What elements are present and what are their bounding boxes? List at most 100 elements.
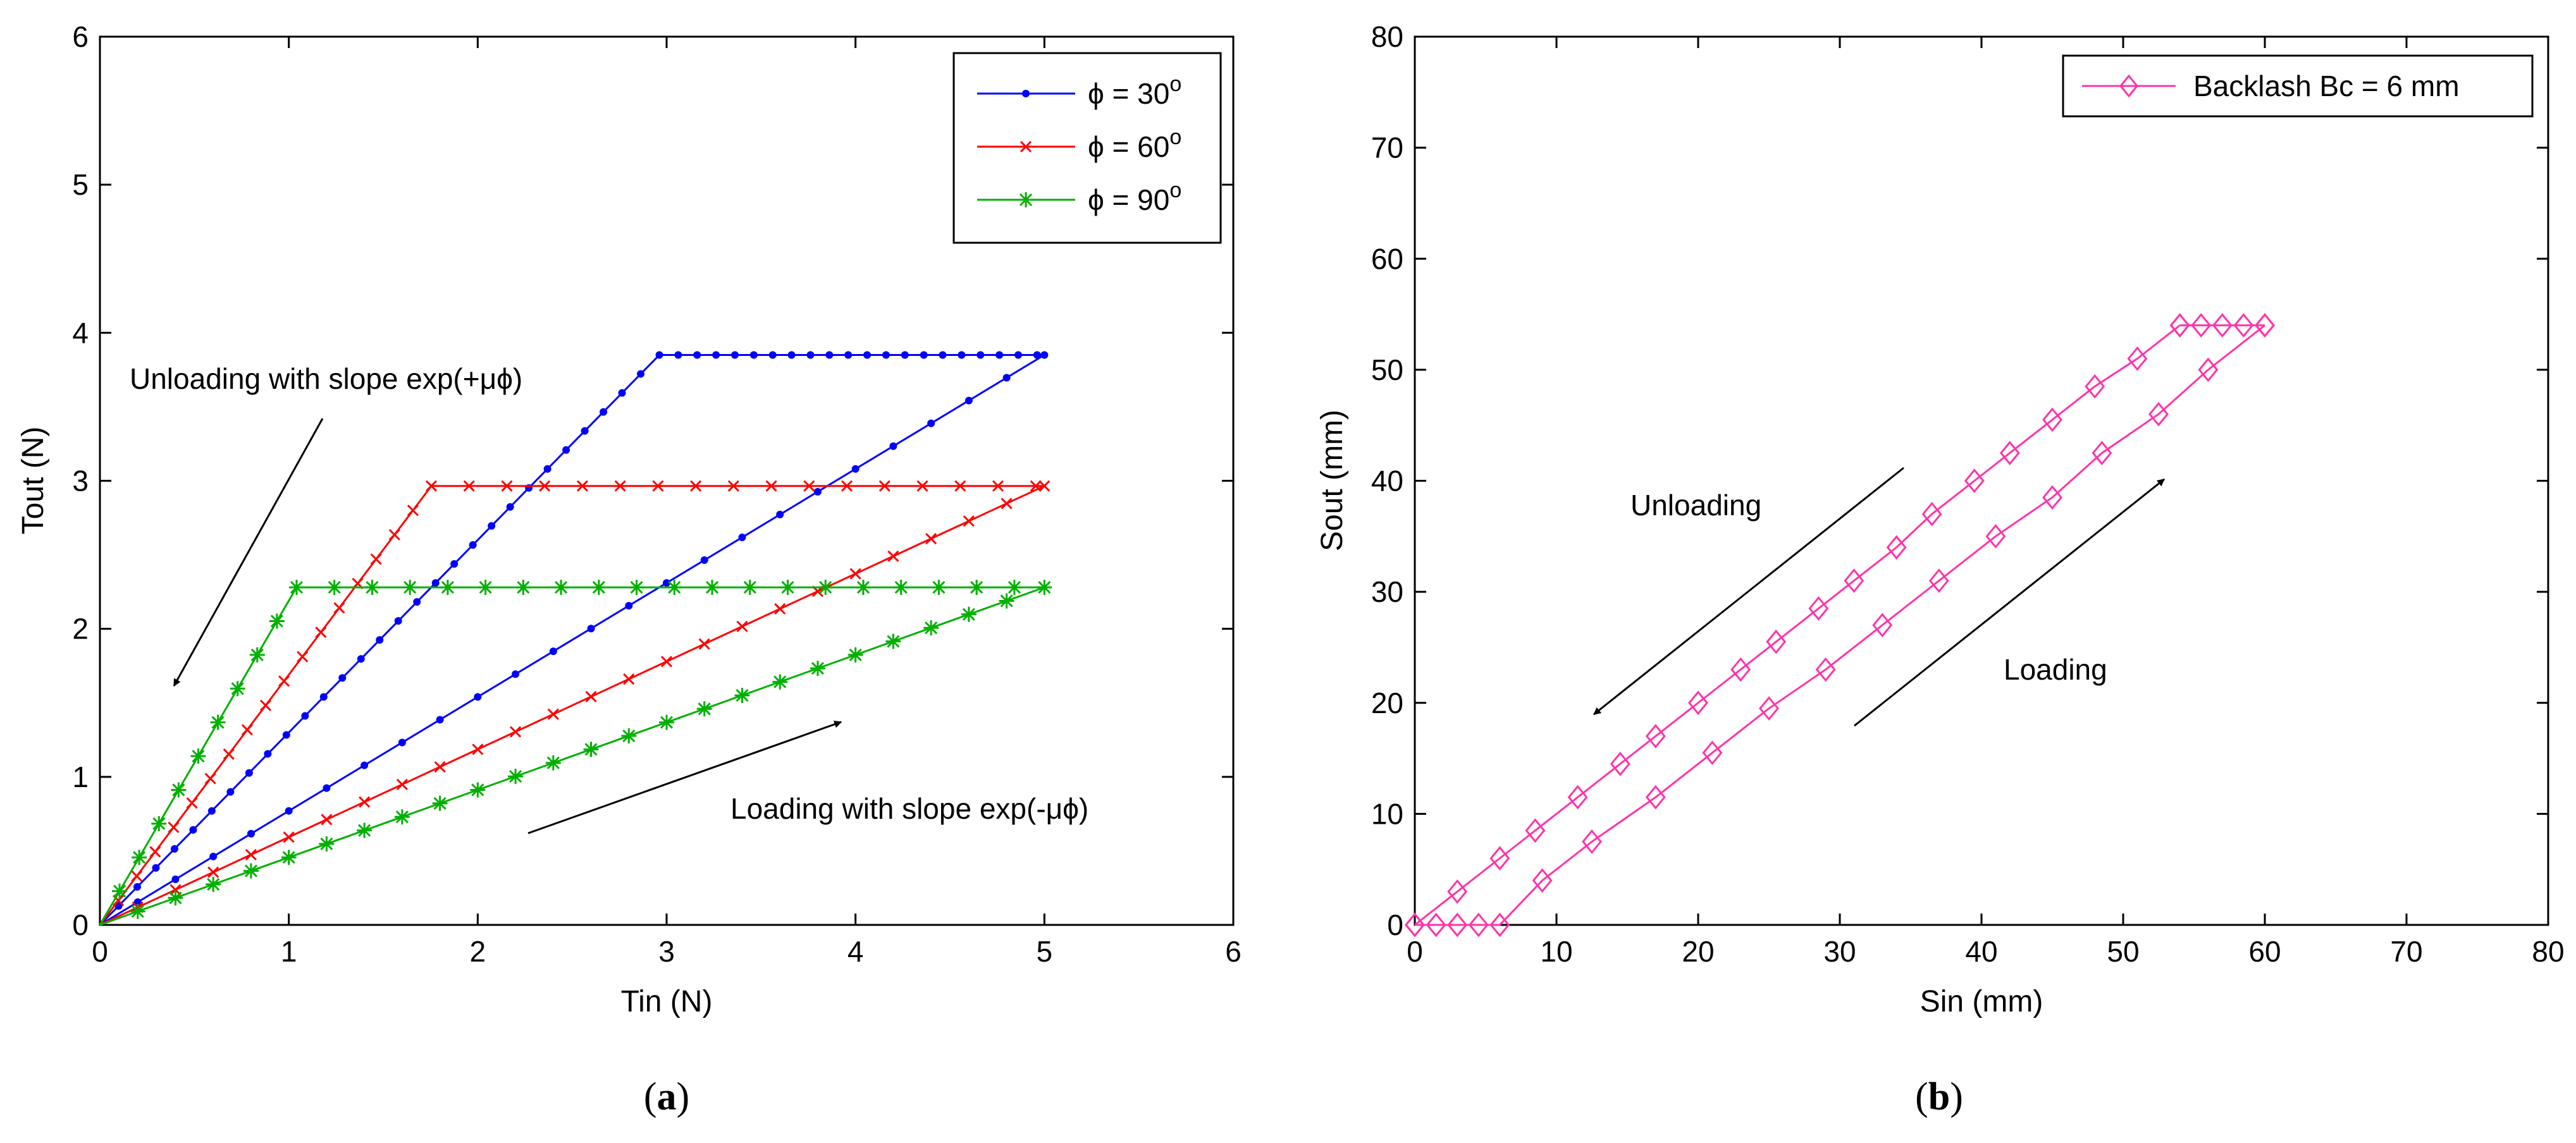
loading-marker xyxy=(774,603,786,615)
loading-marker xyxy=(245,848,257,860)
loading-marker xyxy=(1489,912,1510,938)
plateau-marker xyxy=(916,480,928,492)
legend-a: ϕ = 30o ϕ = 60o ϕ = 90o xyxy=(952,52,1222,244)
x-tick-label: 0 xyxy=(92,935,108,968)
unloading-marker xyxy=(149,846,161,858)
unloading-marker xyxy=(431,579,440,587)
unloading-marker xyxy=(600,408,608,416)
x-tick-label: 40 xyxy=(1965,935,1997,968)
y-axis-a: 0 1 2 3 4 5 6 xyxy=(72,20,1233,941)
unloading-marker xyxy=(407,504,419,516)
plateau-marker xyxy=(576,480,588,492)
unloading-marker xyxy=(469,541,477,549)
unloading-marker xyxy=(297,651,309,663)
loading-marker xyxy=(585,690,597,703)
annotation-loading-b: Loading xyxy=(2004,653,2107,686)
unloading-marker xyxy=(1567,785,1588,810)
unloading-marker xyxy=(1489,846,1510,871)
loading-marker xyxy=(1759,696,1779,721)
loading-marker xyxy=(281,850,297,865)
loading-marker xyxy=(1928,568,1949,593)
unloading-marker xyxy=(278,675,290,687)
legend-marker-backlash xyxy=(2119,74,2138,98)
loading-marker xyxy=(171,875,180,883)
loading-marker xyxy=(851,465,860,473)
plateau-marker xyxy=(768,351,777,359)
loading-marker xyxy=(209,852,218,860)
unloading-marker xyxy=(506,503,514,511)
plateau-marker xyxy=(730,351,739,359)
loading-marker xyxy=(700,556,708,565)
unloading-marker xyxy=(357,655,365,663)
x-axis-a: 0 1 2 3 4 5 6 xyxy=(92,37,1242,968)
unloading-marker xyxy=(394,617,402,625)
plateau-marker xyxy=(780,580,796,596)
plateau-marker xyxy=(931,580,947,596)
unloading-marker xyxy=(370,553,382,565)
unloading-marker xyxy=(1645,724,1666,749)
unloading-marker xyxy=(543,465,552,473)
y-tick-label: 10 xyxy=(1371,797,1403,830)
plateau-marker xyxy=(402,580,418,596)
plateau-marker xyxy=(727,480,739,492)
chart-a: 0 1 2 3 4 5 6 0 1 2 3 4 5 6 Unloading with slope exp… xyxy=(16,20,1242,1118)
caption-a-open: ( xyxy=(644,1075,657,1118)
x-tick-label: 2 xyxy=(470,935,486,968)
series-a-2 xyxy=(99,580,1052,926)
loading-marker xyxy=(321,814,333,826)
legend-text-phi-90: ϕ = 90o xyxy=(1088,178,1181,216)
caption-a-letter: a xyxy=(657,1075,677,1118)
unloading-marker xyxy=(618,389,626,397)
unloading-marker xyxy=(132,850,147,865)
plateau-marker xyxy=(954,480,966,492)
unloading-marker xyxy=(562,446,570,454)
plateau-marker xyxy=(2212,313,2233,338)
plateau-marker xyxy=(1006,580,1022,596)
loading-marker xyxy=(927,419,935,427)
unloading-marker xyxy=(204,773,216,785)
loading-marker xyxy=(549,647,557,656)
plateau-marker xyxy=(690,480,702,492)
y-tick-label: 70 xyxy=(1371,131,1403,164)
plateau-marker xyxy=(693,351,701,359)
chart-b: 0 10 20 30 40 50 60 70 80 0 10 20 30 40 50 60 70 80 Unlo… xyxy=(1316,20,2565,1118)
loading-marker xyxy=(432,795,448,811)
unloading-marker xyxy=(315,627,327,639)
y-tick-label: 0 xyxy=(72,908,89,941)
loading-marker xyxy=(961,606,977,622)
loading-marker xyxy=(398,738,406,747)
y-tick-label: 30 xyxy=(1371,575,1403,608)
series-a-1 xyxy=(99,480,1051,926)
plateau-marker xyxy=(742,580,758,596)
loading-marker xyxy=(849,568,861,580)
caption-b-open: ( xyxy=(1915,1075,1928,1118)
loading-marker xyxy=(625,602,633,610)
series-group-a xyxy=(99,351,1052,926)
loading-marker xyxy=(206,876,221,892)
plateau-marker xyxy=(803,480,815,492)
plateau-marker xyxy=(539,480,551,492)
loading-marker xyxy=(1002,374,1011,382)
unloading-marker xyxy=(388,529,400,541)
annotation-unloading-a: Unloading with slope exp(+μϕ) xyxy=(130,362,522,395)
unloading-marker xyxy=(1766,629,1787,654)
unloading-marker xyxy=(637,370,645,378)
unloading-marker xyxy=(282,731,290,739)
legend-marker-phi-30 xyxy=(1022,90,1030,97)
y-tick-label: 60 xyxy=(1371,242,1403,275)
unloading-marker xyxy=(190,749,206,764)
loading-marker xyxy=(359,796,371,808)
unloading-marker xyxy=(319,693,328,701)
loading-marker xyxy=(510,726,522,738)
unloading-marker xyxy=(2042,407,2062,432)
loading-marker xyxy=(999,593,1014,609)
x-tick-label: 50 xyxy=(2107,935,2139,968)
unloading-marker xyxy=(1999,441,2020,465)
loading-line xyxy=(99,354,1045,926)
unloading-marker xyxy=(133,883,141,891)
annotation-loading-arrow-a xyxy=(527,720,842,834)
y-axis-label-a: Tout (N) xyxy=(16,427,50,535)
x-tick-label: 30 xyxy=(1823,935,1856,968)
y-tick-label: 80 xyxy=(1371,20,1403,53)
